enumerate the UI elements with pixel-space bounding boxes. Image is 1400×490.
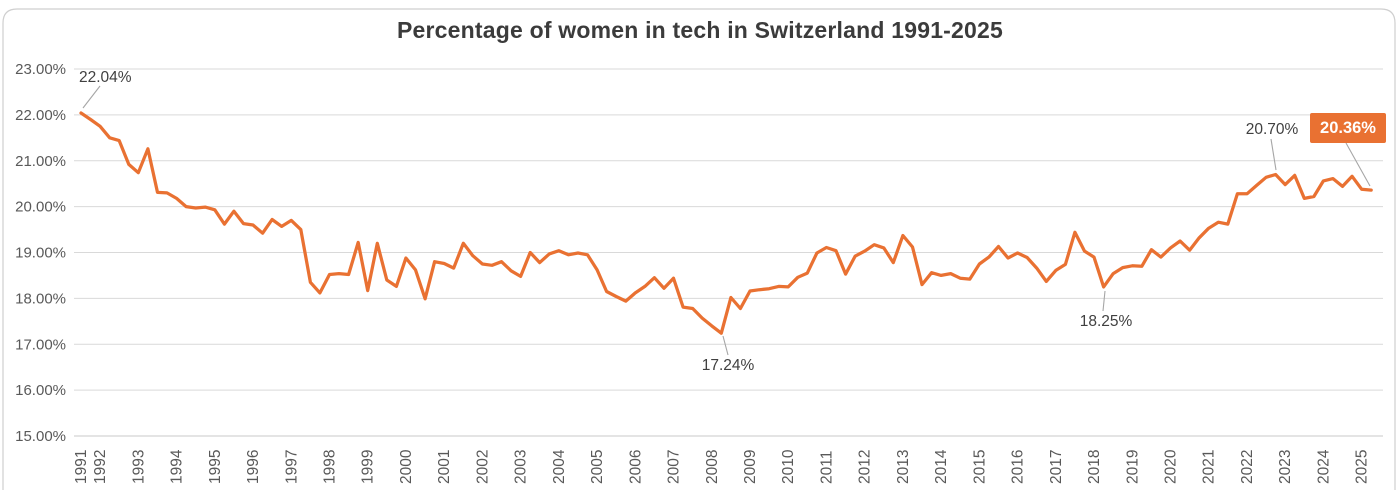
x-tick-label: 2019	[1124, 450, 1141, 484]
x-tick-label: 1992	[92, 450, 109, 484]
x-tick-label: 2024	[1315, 449, 1332, 484]
y-tick-label: 20.00%	[15, 199, 66, 216]
annotation-2018-dip-value: 18.25%	[1079, 313, 1133, 330]
x-tick-label: 2001	[436, 450, 453, 484]
x-tick-label: 2011	[818, 451, 835, 484]
x-tick-label: 2021	[1201, 450, 1218, 484]
x-tick-label: 2008	[704, 450, 721, 484]
x-tick-label: 1997	[283, 450, 300, 484]
x-tick-label: 2009	[742, 450, 759, 484]
x-tick-label: 2014	[933, 449, 950, 484]
x-tick-label: 2012	[857, 450, 874, 484]
x-tick-label: 2023	[1277, 450, 1294, 484]
x-tick-label: 2010	[780, 449, 797, 484]
y-tick-label: 16.00%	[15, 382, 66, 399]
y-tick-label: 17.00%	[15, 336, 66, 353]
x-tick-label: 1991	[73, 450, 90, 484]
x-tick-label: 2015	[971, 450, 988, 484]
x-tick-label: 2006	[627, 450, 644, 484]
x-tick-label: 1996	[245, 450, 262, 484]
x-tick-label: 1995	[207, 450, 224, 484]
annotation-leader-line	[82, 85, 101, 109]
x-tick-label: 1994	[169, 449, 186, 484]
data-line-women-in-tech	[79, 111, 1373, 335]
x-tick-label: 1999	[360, 450, 377, 484]
x-tick-label: 2002	[474, 450, 491, 484]
x-tick-label: 2017	[1048, 450, 1065, 484]
x-tick-label: 2000	[398, 449, 415, 484]
annotation-min-value: 17.24%	[701, 357, 755, 374]
x-tick-label: 2025	[1354, 450, 1371, 484]
x-tick-label: 2007	[666, 450, 683, 484]
x-tick-label: 2020	[1163, 449, 1180, 484]
x-tick-label: 2022	[1239, 450, 1256, 484]
y-tick-label: 19.00%	[15, 245, 66, 262]
y-tick-label: 22.00%	[15, 107, 66, 124]
x-tick-label: 1998	[321, 450, 338, 484]
annotation-leader-line	[1102, 290, 1106, 312]
x-tick-label: 1993	[130, 450, 147, 484]
y-tick-label: 23.00%	[15, 61, 66, 78]
x-tick-label: 2016	[1010, 450, 1027, 484]
y-tick-label: 21.00%	[15, 153, 66, 170]
annotation-leader-line	[1270, 138, 1277, 171]
x-tick-label: 2003	[513, 450, 530, 484]
chart-title: Percentage of women in tech in Switzerla…	[396, 17, 1004, 43]
x-tick-label: 2013	[895, 450, 912, 484]
x-tick-label: 2005	[589, 450, 606, 484]
annotation-leader-line	[1345, 142, 1371, 187]
card-border	[2, 8, 1396, 490]
x-tick-label: 2004	[551, 449, 568, 484]
annotation-start-value: 22.04%	[79, 69, 132, 86]
x-tick-label: 2018	[1086, 450, 1103, 484]
y-tick-label: 18.00%	[15, 290, 66, 307]
annotation-leader-line	[722, 335, 729, 356]
annotation-latest-value-badge: 20.36%	[1310, 113, 1386, 143]
y-tick-label: 15.00%	[15, 428, 66, 445]
annotation-2022-peak-value: 20.70%	[1245, 121, 1299, 138]
